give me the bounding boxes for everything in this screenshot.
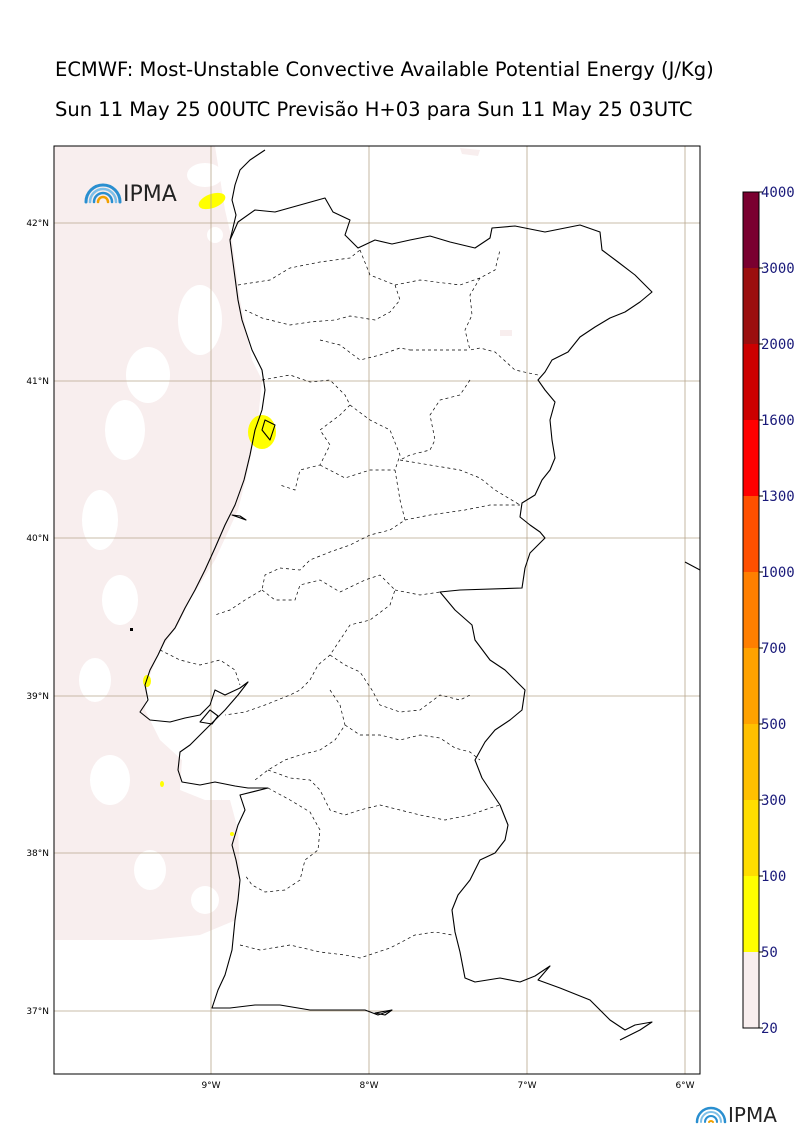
colorbar-segment [743, 496, 759, 572]
footer-rainbow-logo-icon [695, 1106, 727, 1124]
colorbar-segment [743, 572, 759, 648]
lon-label: 7°W [517, 1081, 536, 1091]
colorbar-label: 3000 [761, 261, 795, 277]
latitude-labels: 42°N 41°N 40°N 39°N 38°N 37°N [26, 219, 49, 1017]
colorbar-label: 1600 [761, 413, 795, 429]
footer-ipma-logo: IPMA [695, 1103, 777, 1127]
lon-label: 6°W [675, 1081, 694, 1091]
colorbar-segment [743, 952, 759, 1028]
ipma-logo-text: IPMA [123, 182, 177, 207]
rainbow-logo-icon [84, 183, 122, 204]
colorbar-label: 50 [761, 945, 778, 961]
colorbar: 20 50 100 300 500 700 1000 1300 1600 2000 3000 4000 [742, 185, 795, 1037]
colorbar-label: 300 [761, 793, 786, 809]
colorbar-segment [743, 268, 759, 344]
longitude-labels: 9°W 8°W 7°W 6°W [201, 1081, 694, 1091]
colorbar-label: 700 [761, 641, 786, 657]
lat-label: 39°N [26, 692, 49, 702]
colorbar-segment [743, 344, 759, 420]
colorbar-segment [743, 420, 759, 496]
lat-label: 41°N [26, 377, 49, 387]
map-subtitle: Sun 11 May 25 00UTC Previsão H+03 para S… [55, 98, 693, 121]
lat-label: 38°N [26, 849, 49, 859]
footer-ipma-logo-text: IPMA [728, 1103, 777, 1127]
colorbar-label: 20 [761, 1021, 778, 1037]
spain-coast-fragment [684, 561, 700, 571]
colorbar-label: 4000 [761, 185, 795, 201]
colorbar-segment [743, 648, 759, 724]
cape-shading-50-100 [143, 192, 276, 836]
colorbar-segment [743, 876, 759, 952]
lat-label: 37°N [26, 1007, 49, 1017]
lat-label: 40°N [26, 534, 49, 544]
colorbar-segment [743, 724, 759, 800]
colorbar-label: 1300 [761, 489, 795, 505]
colorbar-label: 100 [761, 869, 786, 885]
graticule [54, 146, 700, 1074]
lon-label: 8°W [359, 1081, 378, 1091]
map-title: ECMWF: Most-Unstable Convective Availabl… [55, 58, 714, 81]
colorbar-label: 1000 [761, 565, 795, 581]
coastline [139, 149, 653, 1041]
ipma-logo: IPMA [84, 182, 177, 207]
lon-label: 9°W [201, 1081, 220, 1091]
berlengas-island [130, 628, 133, 631]
district-borders [159, 249, 539, 959]
colorbar-segment [743, 192, 759, 268]
colorbar-label: 2000 [761, 337, 795, 353]
colorbar-label: 500 [761, 717, 786, 733]
map-frame [53, 145, 701, 1075]
colorbar-segment [743, 800, 759, 876]
cape-shading-inland [500, 330, 512, 336]
colorbar-border [742, 191, 760, 1029]
lat-label: 42°N [26, 219, 49, 229]
